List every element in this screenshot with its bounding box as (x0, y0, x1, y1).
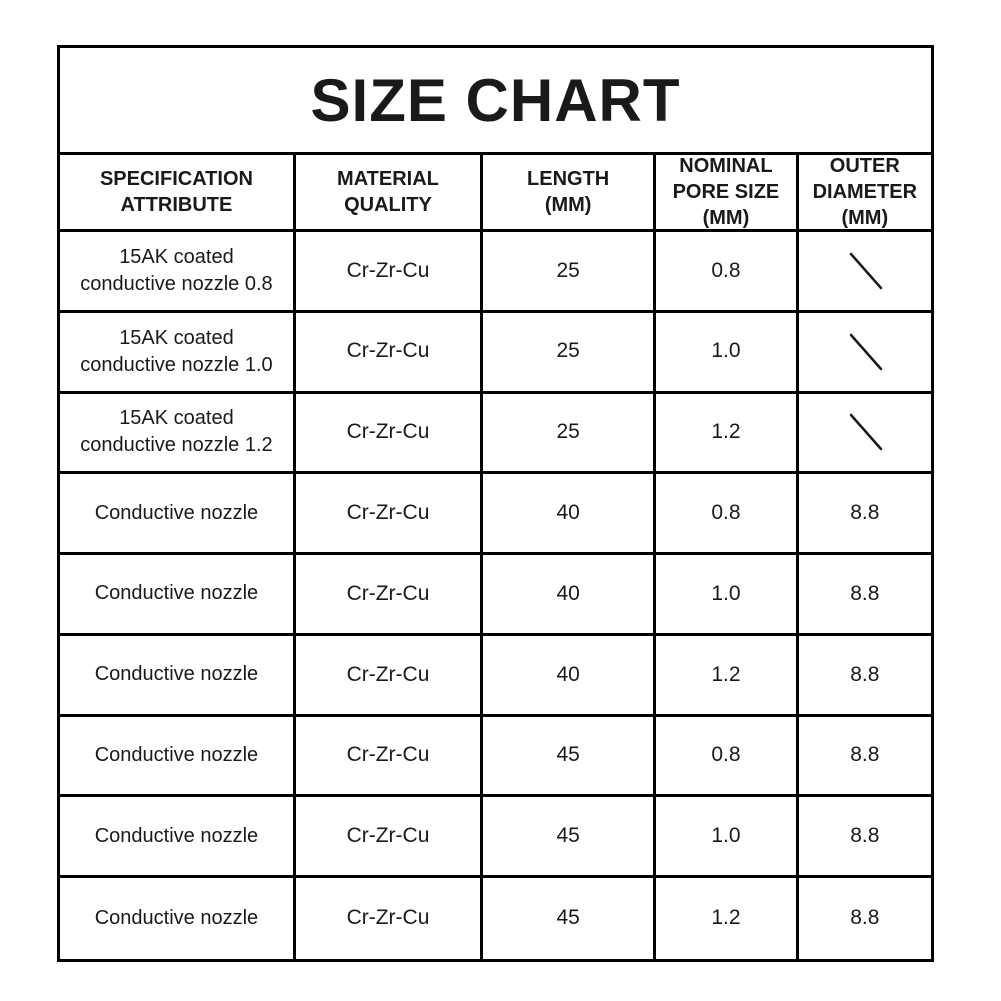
outer-diameter-cell: 8.8 (850, 906, 880, 930)
length-cell: 25 (483, 312, 657, 394)
material-cell: Cr-Zr-Cu (296, 878, 484, 959)
column-header-nominal-pore-size: NOMINAL PORE SIZE (MM) (656, 155, 799, 232)
outer-diameter-cell: 8.8 (798, 797, 931, 879)
length-cell: 45 (483, 878, 657, 959)
outer-diameter-cell (798, 394, 931, 475)
specification-cell: 15AK coated conductive nozzle 0.8 (60, 232, 296, 313)
pore-size-cell: 1.2 (656, 393, 799, 475)
diagonal-slash-icon (849, 252, 883, 290)
column-header-length: LENGTH (MM) (483, 155, 657, 232)
column-header-specification-attribute: SPECIFICATION ATTRIBUTE (60, 155, 296, 232)
length-cell: 25 (483, 393, 657, 475)
material-cell: Cr-Zr-Cu (295, 797, 484, 879)
outer-diameter-cell: 8.8 (798, 555, 931, 636)
pore-size-cell: 0.8 (656, 716, 799, 798)
outer-diameter-cell: 8.8 (798, 474, 931, 556)
table-grid: SPECIFICATION ATTRIBUTE MATERIAL QUALITY… (60, 155, 931, 959)
specification-cell: Conductive nozzle (60, 474, 296, 556)
pore-size-cell: 1.2 (656, 878, 799, 959)
pore-size-cell: 1.0 (656, 312, 799, 394)
outer-diameter-cell (798, 232, 931, 313)
pore-size-cell: 0.8 (656, 474, 799, 556)
specification-cell: Conductive nozzle (60, 635, 296, 717)
pore-size-cell: 1.2 (656, 635, 799, 717)
length-cell: 25 (483, 232, 657, 313)
material-cell: Cr-Zr-Cu (295, 555, 484, 636)
length-cell: 40 (483, 555, 657, 636)
diagonal-slash-icon (849, 333, 883, 370)
length-cell: 45 (483, 716, 657, 798)
specification-cell: Conductive nozzle (60, 555, 296, 636)
specification-cell: Conductive nozzle (60, 797, 296, 879)
material-cell: Cr-Zr-Cu (295, 232, 484, 313)
specification-cell: 15AK coated conductive nozzle 1.2 (60, 393, 296, 475)
pore-size-cell: 1.0 (656, 555, 799, 636)
material-cell: Cr-Zr-Cu (295, 635, 484, 717)
material-cell: Cr-Zr-Cu (295, 716, 484, 798)
length-cell: 45 (483, 797, 657, 879)
length-cell: 40 (483, 474, 657, 556)
title-row: SIZE CHART (60, 48, 931, 155)
column-header-outer-diameter: OUTER DIAMETER (MM) (798, 155, 931, 232)
specification-cell: 15AK coated conductive nozzle 1.0 (60, 312, 296, 394)
outer-diameter-cell: 8.8 (798, 717, 931, 798)
material-cell: Cr-Zr-Cu (295, 474, 484, 556)
material-cell: Cr-Zr-Cu (295, 393, 484, 475)
pore-size-cell: 0.8 (656, 232, 799, 313)
specification-cell: Conductive nozzle (60, 878, 296, 959)
outer-diameter-cell: 8.8 (798, 636, 931, 717)
column-header-material-quality: MATERIAL QUALITY (295, 155, 484, 232)
pore-size-cell: 1.0 (656, 797, 799, 879)
size-chart-table: SIZE CHART SPECIFICATION ATTRIBUTE MATER… (57, 45, 934, 962)
outer-diameter-cell (798, 313, 931, 394)
page-title: SIZE CHART (310, 66, 681, 134)
diagonal-slash-icon (849, 414, 883, 451)
length-cell: 40 (483, 635, 657, 717)
specification-cell: Conductive nozzle (60, 716, 296, 798)
material-cell: Cr-Zr-Cu (295, 312, 484, 394)
